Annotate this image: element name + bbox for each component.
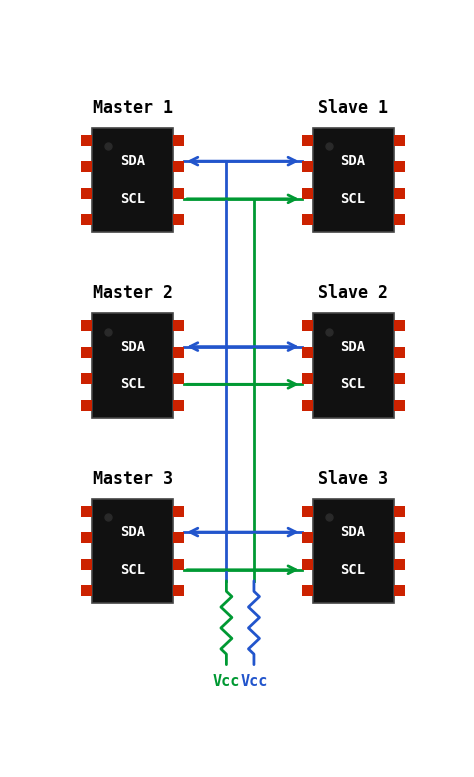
Bar	[82, 585, 92, 596]
Bar	[173, 162, 184, 172]
Bar	[173, 506, 184, 517]
Bar	[393, 188, 405, 199]
Text: SDA: SDA	[120, 154, 146, 168]
Bar	[393, 532, 405, 543]
Bar	[393, 347, 405, 357]
Bar	[173, 188, 184, 199]
Text: SCL: SCL	[120, 563, 146, 577]
Bar	[301, 400, 313, 410]
Bar	[301, 347, 313, 357]
Text: SCL: SCL	[120, 378, 146, 392]
Text: Slave 1: Slave 1	[318, 99, 388, 117]
Bar	[301, 585, 313, 596]
Bar	[173, 320, 184, 331]
Text: SDA: SDA	[340, 525, 366, 539]
Bar	[313, 499, 393, 603]
Bar	[173, 532, 184, 543]
Bar	[92, 313, 173, 418]
Bar	[82, 135, 92, 145]
Text: SCL: SCL	[340, 378, 366, 392]
Bar	[313, 127, 393, 232]
Bar	[393, 162, 405, 172]
Bar	[301, 506, 313, 517]
Bar	[393, 585, 405, 596]
Text: SCL: SCL	[340, 563, 366, 577]
Bar	[82, 506, 92, 517]
Text: SDA: SDA	[340, 340, 366, 354]
Text: Slave 2: Slave 2	[318, 284, 388, 302]
Bar	[82, 400, 92, 410]
Text: Master 3: Master 3	[93, 470, 173, 488]
Bar	[301, 162, 313, 172]
Text: SCL: SCL	[120, 192, 146, 206]
Bar	[393, 373, 405, 384]
Bar	[301, 214, 313, 225]
Text: SDA: SDA	[120, 525, 146, 539]
Text: Master 1: Master 1	[93, 99, 173, 117]
Text: Slave 3: Slave 3	[318, 470, 388, 488]
Bar	[82, 373, 92, 384]
Bar	[301, 320, 313, 331]
Bar	[92, 127, 173, 232]
Bar	[173, 135, 184, 145]
Text: Vcc: Vcc	[213, 674, 240, 688]
Bar	[173, 347, 184, 357]
Bar	[82, 532, 92, 543]
Text: SDA: SDA	[120, 340, 146, 354]
Bar	[393, 135, 405, 145]
Text: Vcc: Vcc	[240, 674, 268, 688]
Bar	[313, 313, 393, 418]
Bar	[301, 373, 313, 384]
Bar	[82, 188, 92, 199]
Bar	[173, 559, 184, 570]
Bar	[173, 585, 184, 596]
Bar	[82, 559, 92, 570]
Text: SDA: SDA	[340, 154, 366, 168]
Bar	[393, 214, 405, 225]
Bar	[173, 214, 184, 225]
Bar	[82, 320, 92, 331]
Bar	[393, 559, 405, 570]
Bar	[393, 400, 405, 410]
Text: Master 2: Master 2	[93, 284, 173, 302]
Bar	[173, 373, 184, 384]
Bar	[301, 532, 313, 543]
Bar	[82, 162, 92, 172]
Bar	[301, 135, 313, 145]
Bar	[393, 506, 405, 517]
Bar	[301, 188, 313, 199]
Bar	[301, 559, 313, 570]
Text: SCL: SCL	[340, 192, 366, 206]
Bar	[82, 214, 92, 225]
Bar	[393, 320, 405, 331]
Bar	[92, 499, 173, 603]
Bar	[173, 400, 184, 410]
Bar	[82, 347, 92, 357]
